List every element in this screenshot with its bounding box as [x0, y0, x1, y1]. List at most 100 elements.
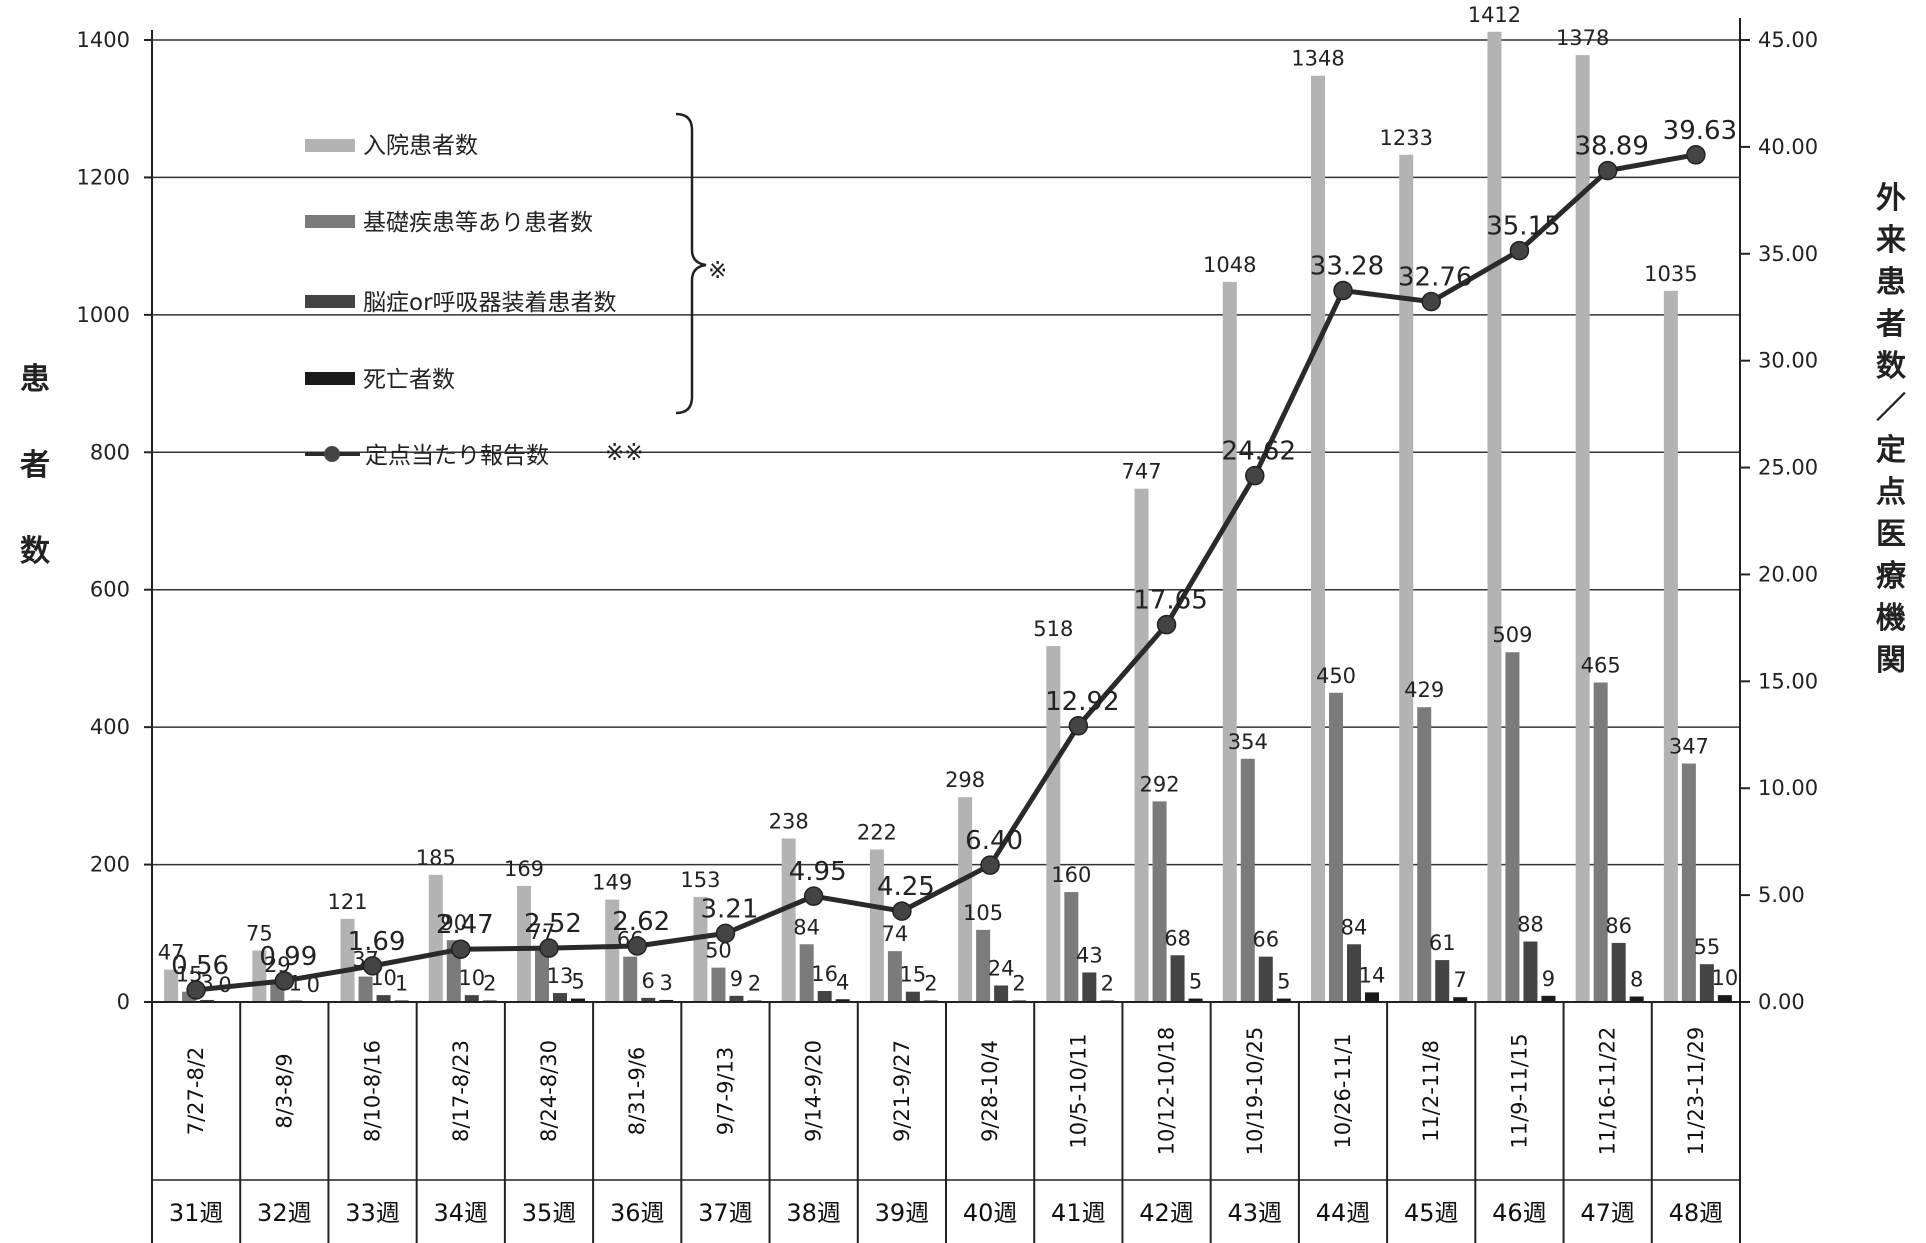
- line-marker: [362, 956, 383, 976]
- bar-underlying-condition-label: 292: [1140, 772, 1180, 796]
- category-label: 8/31-9/6: [625, 1047, 649, 1136]
- legend-note-double-asterisk: ※※: [605, 440, 644, 466]
- line-data-label: 33.28: [1310, 252, 1384, 282]
- bar-encephalopathy-ventilator-label: 15: [900, 963, 927, 987]
- line-data-label: 0.99: [259, 942, 317, 972]
- gridlines: [152, 39, 1740, 866]
- line-marker: [186, 980, 206, 1000]
- bar-deaths-label: 2: [1012, 972, 1025, 996]
- category-label: 8/17-8/23: [449, 1040, 473, 1142]
- legend: 入院患者数 基礎疾患等あり患者数 脳症or呼吸器装着患者数 死亡者数 定点当たり…: [305, 112, 727, 469]
- y2-tick-label: 15.00: [1758, 669, 1818, 693]
- bars: [164, 31, 1732, 1003]
- line-data-label: 38.89: [1574, 132, 1648, 162]
- week-label: 36週: [610, 1199, 665, 1227]
- line-marker: [1068, 716, 1089, 736]
- bar-deaths-label: 2: [483, 972, 496, 996]
- legend-label-underlying-condition: 基礎疾患等あり患者数: [363, 210, 593, 236]
- bar-hospitalized: [1663, 290, 1678, 1002]
- bar-underlying-condition: [182, 991, 197, 1002]
- y2-tick-label: 30.00: [1758, 349, 1818, 373]
- y-tick-label: 0: [117, 990, 130, 1014]
- y-tick-label: 1400: [77, 28, 130, 52]
- bar-underlying-condition-label: 465: [1581, 653, 1621, 677]
- category-label: 10/26-11/1: [1331, 1033, 1355, 1148]
- legend-swatch-deaths: [305, 372, 355, 385]
- week-label: 45週: [1404, 1199, 1459, 1227]
- y2-axis-title-char: 外: [1876, 181, 1906, 216]
- category-label: 9/7-9/13: [713, 1047, 737, 1136]
- y-axis-title-char: 数: [20, 534, 51, 569]
- legend-label-hospitalized: 入院患者数: [363, 133, 478, 159]
- y2-axis-title-char: 来: [1876, 223, 1906, 258]
- line-data-label: 2.52: [524, 909, 582, 939]
- bar-underlying-condition: [1593, 682, 1608, 1002]
- y-tick-label: 1000: [77, 303, 130, 327]
- week-label: 34週: [434, 1199, 489, 1227]
- bar-hospitalized-label: 47: [158, 941, 185, 965]
- category-label: 10/12-10/18: [1155, 1027, 1179, 1156]
- category-label: 7/27-8/2: [184, 1047, 208, 1136]
- line-data-label: 2.62: [612, 907, 670, 937]
- bar-encephalopathy-ventilator: [1523, 941, 1538, 1002]
- line-data-labels: 0.56 0.99 1.69 2.47 2.52 2.62 3.21 4.95 4.25 6.40…: [171, 116, 1737, 981]
- category-label: 10/19-10/25: [1243, 1027, 1267, 1156]
- bar-deaths-label: 3: [660, 971, 673, 995]
- category-label: 9/28-10/4: [978, 1040, 1002, 1142]
- bar-hospitalized-label: 238: [769, 809, 809, 833]
- legend-swatch-underlying-condition: [305, 215, 355, 228]
- bar-deaths: [1276, 998, 1291, 1002]
- category-label: 8/10-8/16: [361, 1040, 385, 1142]
- bar-encephalopathy-ventilator: [1435, 960, 1450, 1002]
- category-label: 11/16-11/22: [1596, 1027, 1620, 1156]
- y-tick-label: 1200: [77, 165, 130, 189]
- category-label: 8/24-8/30: [537, 1040, 561, 1142]
- line-marker: [1686, 145, 1706, 165]
- y2-axis-title-char: ／: [1876, 391, 1906, 426]
- bar-underlying-condition-label: 354: [1228, 730, 1268, 754]
- week-label: 46週: [1492, 1199, 1547, 1227]
- y-axis-title-char: 者: [20, 448, 50, 483]
- week-label: 38週: [786, 1199, 841, 1227]
- bar-underlying-condition-label: 429: [1404, 678, 1444, 702]
- bar-underlying-condition: [711, 967, 726, 1002]
- bar-encephalopathy-ventilator-label: 43: [1076, 943, 1103, 967]
- bar-encephalopathy-ventilator-label: 16: [811, 962, 838, 986]
- bar-hospitalized: [605, 899, 620, 1002]
- bar-deaths: [1717, 995, 1732, 1002]
- week-label: 43週: [1228, 1199, 1283, 1227]
- bar-deaths-label: 2: [924, 972, 937, 996]
- bar-underlying-condition-label: 90: [440, 911, 467, 935]
- week-label: 42週: [1139, 1199, 1194, 1227]
- bar-encephalopathy-ventilator-label: 9: [730, 967, 743, 991]
- bar-hospitalized-label: 298: [945, 768, 985, 792]
- line-marker: [627, 936, 647, 956]
- bar-encephalopathy-ventilator: [553, 993, 567, 1002]
- line-series: [186, 145, 1706, 1000]
- y2-axis-title-char: 定: [1876, 433, 1906, 468]
- line-data-label: 3.21: [700, 894, 758, 924]
- bar-encephalopathy-ventilator: [464, 995, 479, 1002]
- legend-bracket: [675, 112, 707, 415]
- category-label: 11/2-11/8: [1419, 1040, 1443, 1142]
- bar-hospitalized: [1046, 646, 1061, 1002]
- y2-axis-title-char: 関: [1876, 643, 1906, 678]
- line-data-label: 12.92: [1045, 687, 1119, 717]
- legend-label-per-sentinel: 定点当たり報告数: [365, 443, 549, 469]
- bar-underlying-condition-label: 160: [1051, 863, 1091, 887]
- bar-underlying-condition-label: 450: [1316, 664, 1356, 688]
- y2-tick-label: 45.00: [1758, 28, 1818, 52]
- bar-deaths-label: 10: [1712, 966, 1739, 990]
- line-data-label: 35.15: [1486, 212, 1560, 242]
- line-data-label: 0.56: [171, 951, 229, 981]
- line-marker: [451, 939, 471, 959]
- bar-deaths: [1629, 996, 1644, 1002]
- y2-tick-label: 35.00: [1758, 242, 1818, 266]
- line-data-label: 1.69: [348, 927, 406, 957]
- category-label: 9/14-9/20: [802, 1040, 826, 1142]
- bar-deaths: [1188, 998, 1203, 1002]
- bar-encephalopathy-ventilator: [1699, 964, 1714, 1002]
- bar-encephalopathy-ventilator: [1170, 955, 1185, 1002]
- bar-encephalopathy-ventilator: [376, 995, 391, 1002]
- week-label: 37週: [698, 1199, 753, 1227]
